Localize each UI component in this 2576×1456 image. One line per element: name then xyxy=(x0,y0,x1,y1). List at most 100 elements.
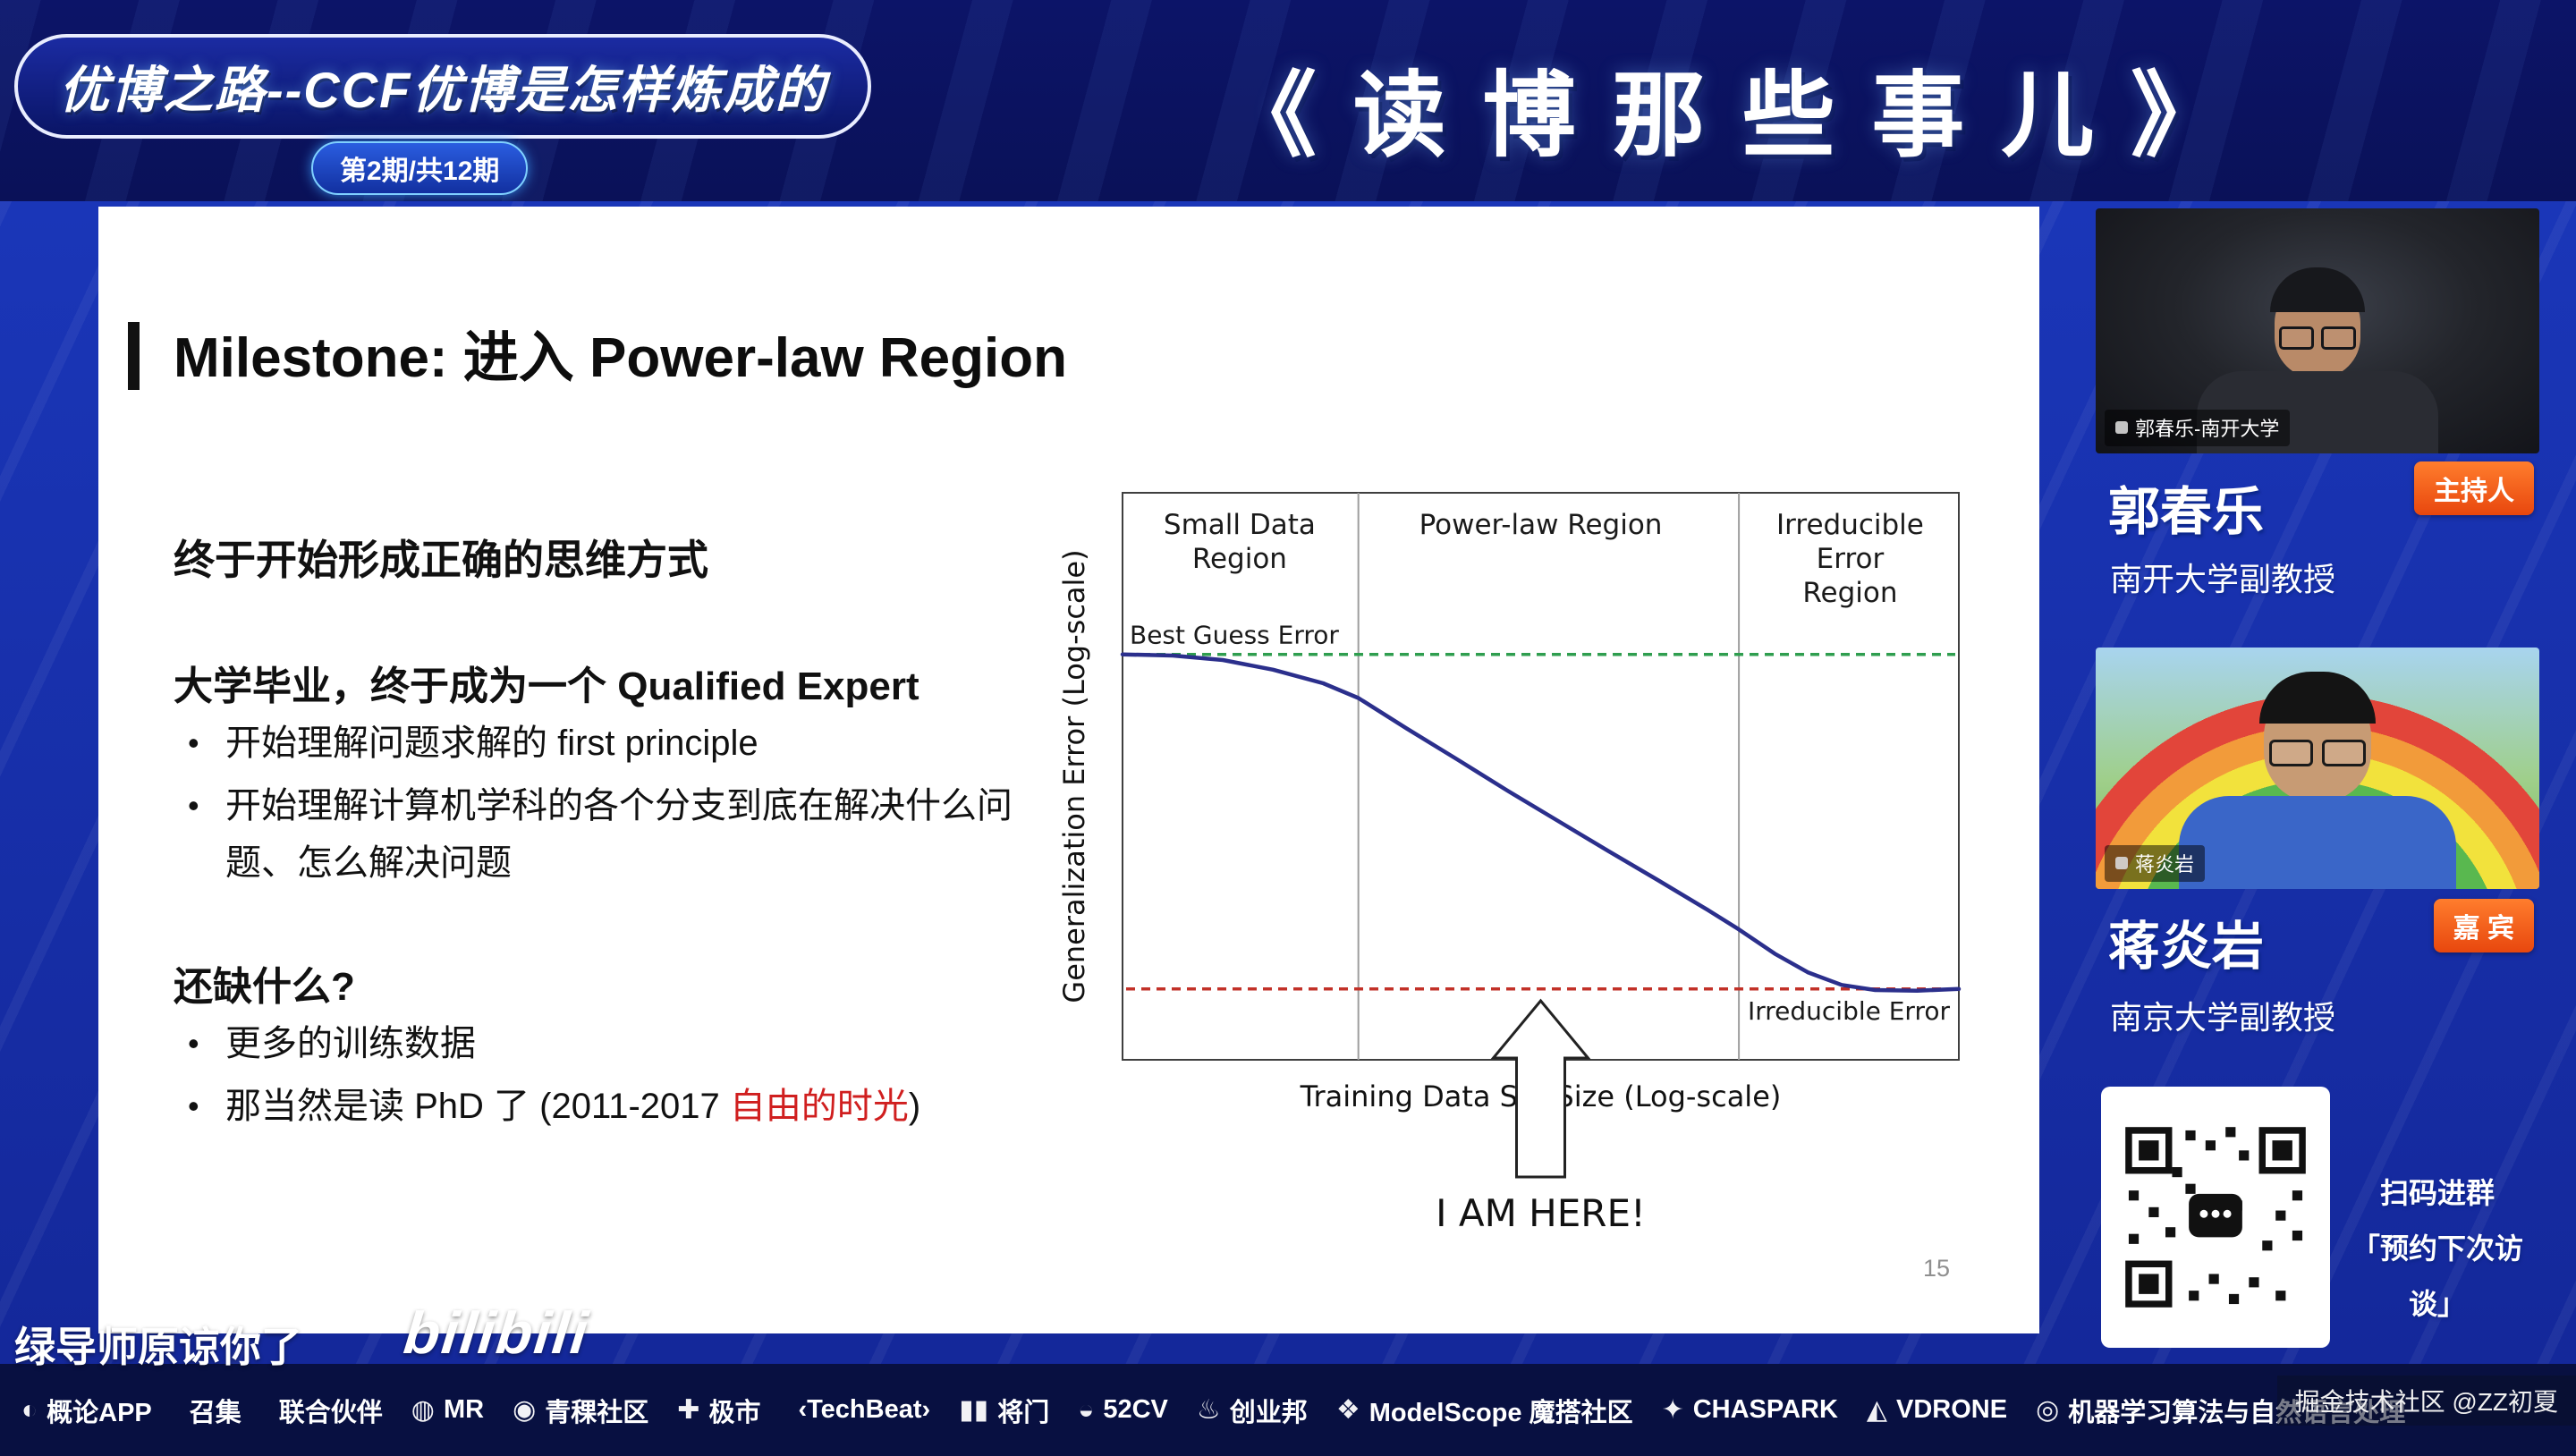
partner-label: 创业邦 xyxy=(1229,1398,1308,1427)
guest-badge: 嘉 宾 xyxy=(2433,899,2534,952)
partner-icon: ◎ xyxy=(2036,1395,2060,1425)
svg-text:Best Guess Error: Best Guess Error xyxy=(1130,621,1339,650)
person-silhouette xyxy=(2259,672,2376,724)
partner-label: ‹TechBeat› xyxy=(798,1395,931,1424)
camera-icon xyxy=(2115,421,2128,434)
partner-icon: ❖ xyxy=(1335,1395,1360,1425)
bullet-item: 开始理解计算机学科的各个分支到底在解决什么问题、怎么解决问题 xyxy=(174,777,1081,892)
partner-logo: ◉ 青稞社区 xyxy=(513,1392,648,1429)
speaker-title-guest: 南京大学副教授 xyxy=(2110,999,2336,1036)
svg-text:Generalization Error (Log-scal: Generalization Error (Log-scale) xyxy=(1057,549,1091,1003)
slide-heading-qualified-expert: 大学毕业，终于成为一个 Qualified Expert xyxy=(174,665,919,708)
partner-label: VDRONE xyxy=(1896,1395,2008,1424)
partner-logo: ▮▮ 将门 xyxy=(959,1392,1049,1429)
partner-label: 概论APP xyxy=(47,1398,152,1427)
partner-label: 52CV xyxy=(1103,1395,1168,1424)
qr-caption-line1: 扫码进群 xyxy=(2379,1177,2495,1209)
show-title: 《 读 博 那 些 事 儿 》 xyxy=(1223,64,2230,168)
partner-logo: ◐ 概论APP xyxy=(21,1392,152,1429)
qr-panel: 扫码进群 「预约下次访谈」 xyxy=(2096,1079,2539,1357)
episode-badge: 第2期/共12期 xyxy=(311,141,529,195)
person-silhouette xyxy=(2270,267,2365,312)
speaker-name-host: 郭春乐 xyxy=(2108,483,2265,541)
qr-caption: 扫码进群 「预约下次访谈」 xyxy=(2339,1165,2536,1332)
partner-logo: ◒ 52CV xyxy=(1078,1395,1168,1426)
svg-text:Irreducible Error: Irreducible Error xyxy=(1748,996,1951,1026)
partner-logo: ◭ VDRONE xyxy=(1867,1394,2007,1426)
speaker-title-host: 南开大学副教授 xyxy=(2110,561,2336,597)
partner-icon: ✚ xyxy=(677,1395,700,1425)
qr-code-image xyxy=(2115,1117,2316,1317)
partner-logo: ◍ MR xyxy=(411,1394,484,1426)
svg-text:Power-law Region: Power-law Region xyxy=(1419,509,1663,541)
bilibili-logo: bilibili xyxy=(401,1299,593,1366)
glasses-shape xyxy=(2279,326,2356,350)
partner-label: ModelScope 魔搭社区 xyxy=(1368,1398,1633,1427)
video-nametag-label: 郭春乐-南开大学 xyxy=(2135,418,2280,440)
speaker-name-guest: 蒋炎岩 xyxy=(2108,918,2265,976)
phd-suffix: ) xyxy=(908,1087,921,1126)
svg-text:Region: Region xyxy=(1192,543,1287,575)
slide-title: Milestone: 进入 Power-law Region xyxy=(174,327,1067,389)
bullet-list-2: 更多的训练数据 那当然是读 PhD 了 (2011-2017 自由的时光) xyxy=(174,1015,1081,1135)
svg-text:Error: Error xyxy=(1817,543,1885,575)
phd-highlight: 自由的时光 xyxy=(729,1087,909,1126)
top-banner: 优博之路--CCF优博是怎样炼成的 第2期/共12期 《 读 博 那 些 事 儿… xyxy=(0,0,2576,201)
slide-heading-missing: 还缺什么? xyxy=(174,965,355,1009)
partner-logo: 召集 xyxy=(181,1392,242,1429)
phd-text: 那当然是读 PhD 了 (2011-2017 xyxy=(225,1087,730,1126)
video-nametag: 蒋炎岩 xyxy=(2105,845,2206,882)
partner-logo: ✚ 极市 xyxy=(677,1392,760,1429)
partner-logo: ❖ ModelScope 魔搭社区 xyxy=(1336,1392,1633,1429)
partner-icon: ▮▮ xyxy=(959,1395,989,1425)
bullet-item-phd: 那当然是读 PhD 了 (2011-2017 自由的时光) xyxy=(174,1078,1081,1135)
source-overlay: 掘金技术社区 @ZZ初夏 xyxy=(2276,1376,2576,1426)
partner-label: 极市 xyxy=(708,1398,761,1427)
partner-icon: ◭ xyxy=(1866,1395,1887,1425)
partner-label: 联合伙伴 xyxy=(278,1398,383,1427)
presentation-slide: Milestone: 进入 Power-law Region 终于开始形成正确的… xyxy=(98,207,2039,1333)
title-accent-bar xyxy=(128,322,140,390)
slide-text-column: 终于开始形成正确的思维方式 大学毕业，终于成为一个 Qualified Expe… xyxy=(174,536,1081,1135)
svg-text:Irreducible: Irreducible xyxy=(1776,509,1924,541)
partner-logo: ♨ 创业邦 xyxy=(1197,1392,1308,1429)
video-nametag-label: 蒋炎岩 xyxy=(2135,853,2195,876)
mic-icon xyxy=(2115,857,2128,869)
speaker-video-guest: 蒋炎岩 xyxy=(2096,648,2539,889)
video-nametag: 郭春乐-南开大学 xyxy=(2105,410,2291,446)
partner-icon: ◐ xyxy=(21,1394,38,1425)
partner-label: 青稞社区 xyxy=(545,1398,649,1427)
person-silhouette xyxy=(2179,796,2456,889)
speaker-video-host: 郭春乐-南开大学 xyxy=(2096,208,2539,453)
partner-label: 召集 xyxy=(189,1398,242,1427)
partner-icon: ♨ xyxy=(1196,1395,1221,1425)
partner-logo: 联合伙伴 xyxy=(270,1392,383,1429)
bullet-item: 开始理解问题求解的 first principle xyxy=(174,715,1081,772)
glasses-shape xyxy=(2269,739,2366,766)
host-badge: 主持人 xyxy=(2414,461,2534,515)
partner-icon: ✦ xyxy=(1661,1395,1684,1425)
slide-heading-mindset: 终于开始形成正确的思维方式 xyxy=(174,537,708,583)
bullet-item: 更多的训练数据 xyxy=(174,1015,1081,1072)
qr-code xyxy=(2101,1087,2330,1348)
qr-caption-line2: 「预约下次访谈」 xyxy=(2351,1232,2523,1320)
speakers-sidebar: 郭春乐-南开大学 主持人 郭春乐 南开大学副教授 蒋炎岩 嘉 宾 蒋炎岩 南京大… xyxy=(2096,208,2539,1357)
danmaku-watermark: 绿导师原谅你了 xyxy=(14,1324,302,1370)
bullet-list-1: 开始理解问题求解的 first principle 开始理解计算机学科的各个分支… xyxy=(174,715,1081,892)
partner-label: CHASPARK xyxy=(1692,1395,1838,1424)
partner-label: MR xyxy=(443,1395,485,1424)
svg-text:Small Data: Small Data xyxy=(1164,509,1316,541)
partner-label: 将门 xyxy=(997,1398,1050,1427)
svg-text:Region: Region xyxy=(1802,577,1897,609)
series-badge: 优博之路--CCF优博是怎样炼成的 xyxy=(14,34,872,139)
partner-icon: ◉ xyxy=(513,1395,537,1425)
partner-logo: ✦ CHASPARK xyxy=(1662,1394,1838,1426)
partner-logo-bar: ◐ 概论APP 召集 联合伙伴 ◍ MR ◉ 青稞社区 ✚ 极市 ‹TechBeat› … xyxy=(0,1364,2576,1456)
page-number: 15 xyxy=(1923,1255,1951,1282)
svg-text:I AM HERE!: I AM HERE! xyxy=(1436,1191,1646,1235)
partner-logo: ‹TechBeat› xyxy=(789,1395,930,1425)
partner-icon: ◒ xyxy=(1078,1394,1095,1425)
partner-icon: ◍ xyxy=(411,1395,435,1425)
